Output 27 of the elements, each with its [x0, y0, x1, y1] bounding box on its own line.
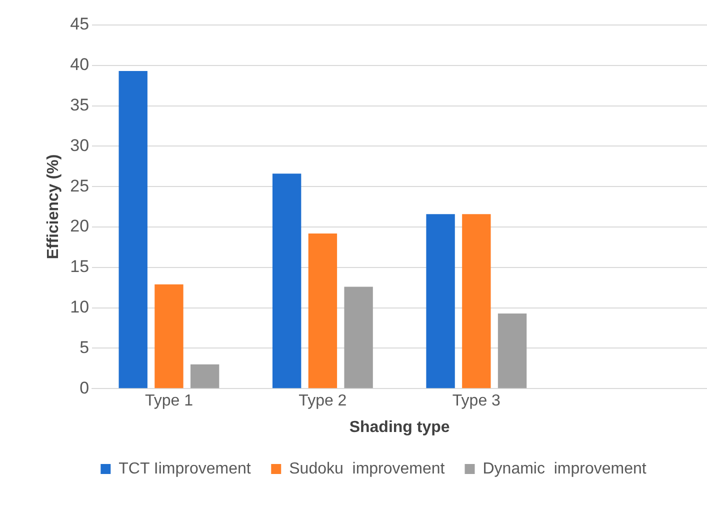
- y-tick-label: 5: [80, 338, 90, 357]
- y-tick-label: 45: [70, 14, 90, 34]
- y-tick-label: 10: [70, 297, 90, 316]
- y-tick-label: 20: [70, 216, 90, 236]
- x-tick-label: Type 1: [144, 392, 194, 410]
- legend-label: TCT Iimprovement: [118, 460, 252, 478]
- bar: [498, 313, 527, 388]
- y-tick-label: 40: [70, 55, 90, 74]
- bar: [190, 364, 220, 388]
- bar: [154, 284, 184, 388]
- y-tick-label: 25: [70, 176, 90, 196]
- x-axis-title: Shading type: [349, 418, 450, 436]
- bar: [308, 233, 338, 388]
- bar: [272, 174, 302, 388]
- x-tick-label: Type 3: [452, 392, 501, 410]
- legend-label: Dynamic improvement: [482, 460, 647, 478]
- y-tick-label: 15: [70, 257, 90, 276]
- y-tick-label: 35: [70, 95, 90, 114]
- x-tick-label: Type 2: [298, 392, 347, 410]
- bar: [462, 214, 491, 388]
- bar: [426, 214, 455, 388]
- y-tick-label: 0: [80, 378, 90, 398]
- bar: [118, 71, 148, 388]
- y-tick-label: 30: [70, 136, 90, 155]
- y-axis-title: Efficiency (%): [45, 154, 62, 260]
- legend-label: Sudoku improvement: [289, 460, 446, 478]
- bar: [344, 286, 373, 388]
